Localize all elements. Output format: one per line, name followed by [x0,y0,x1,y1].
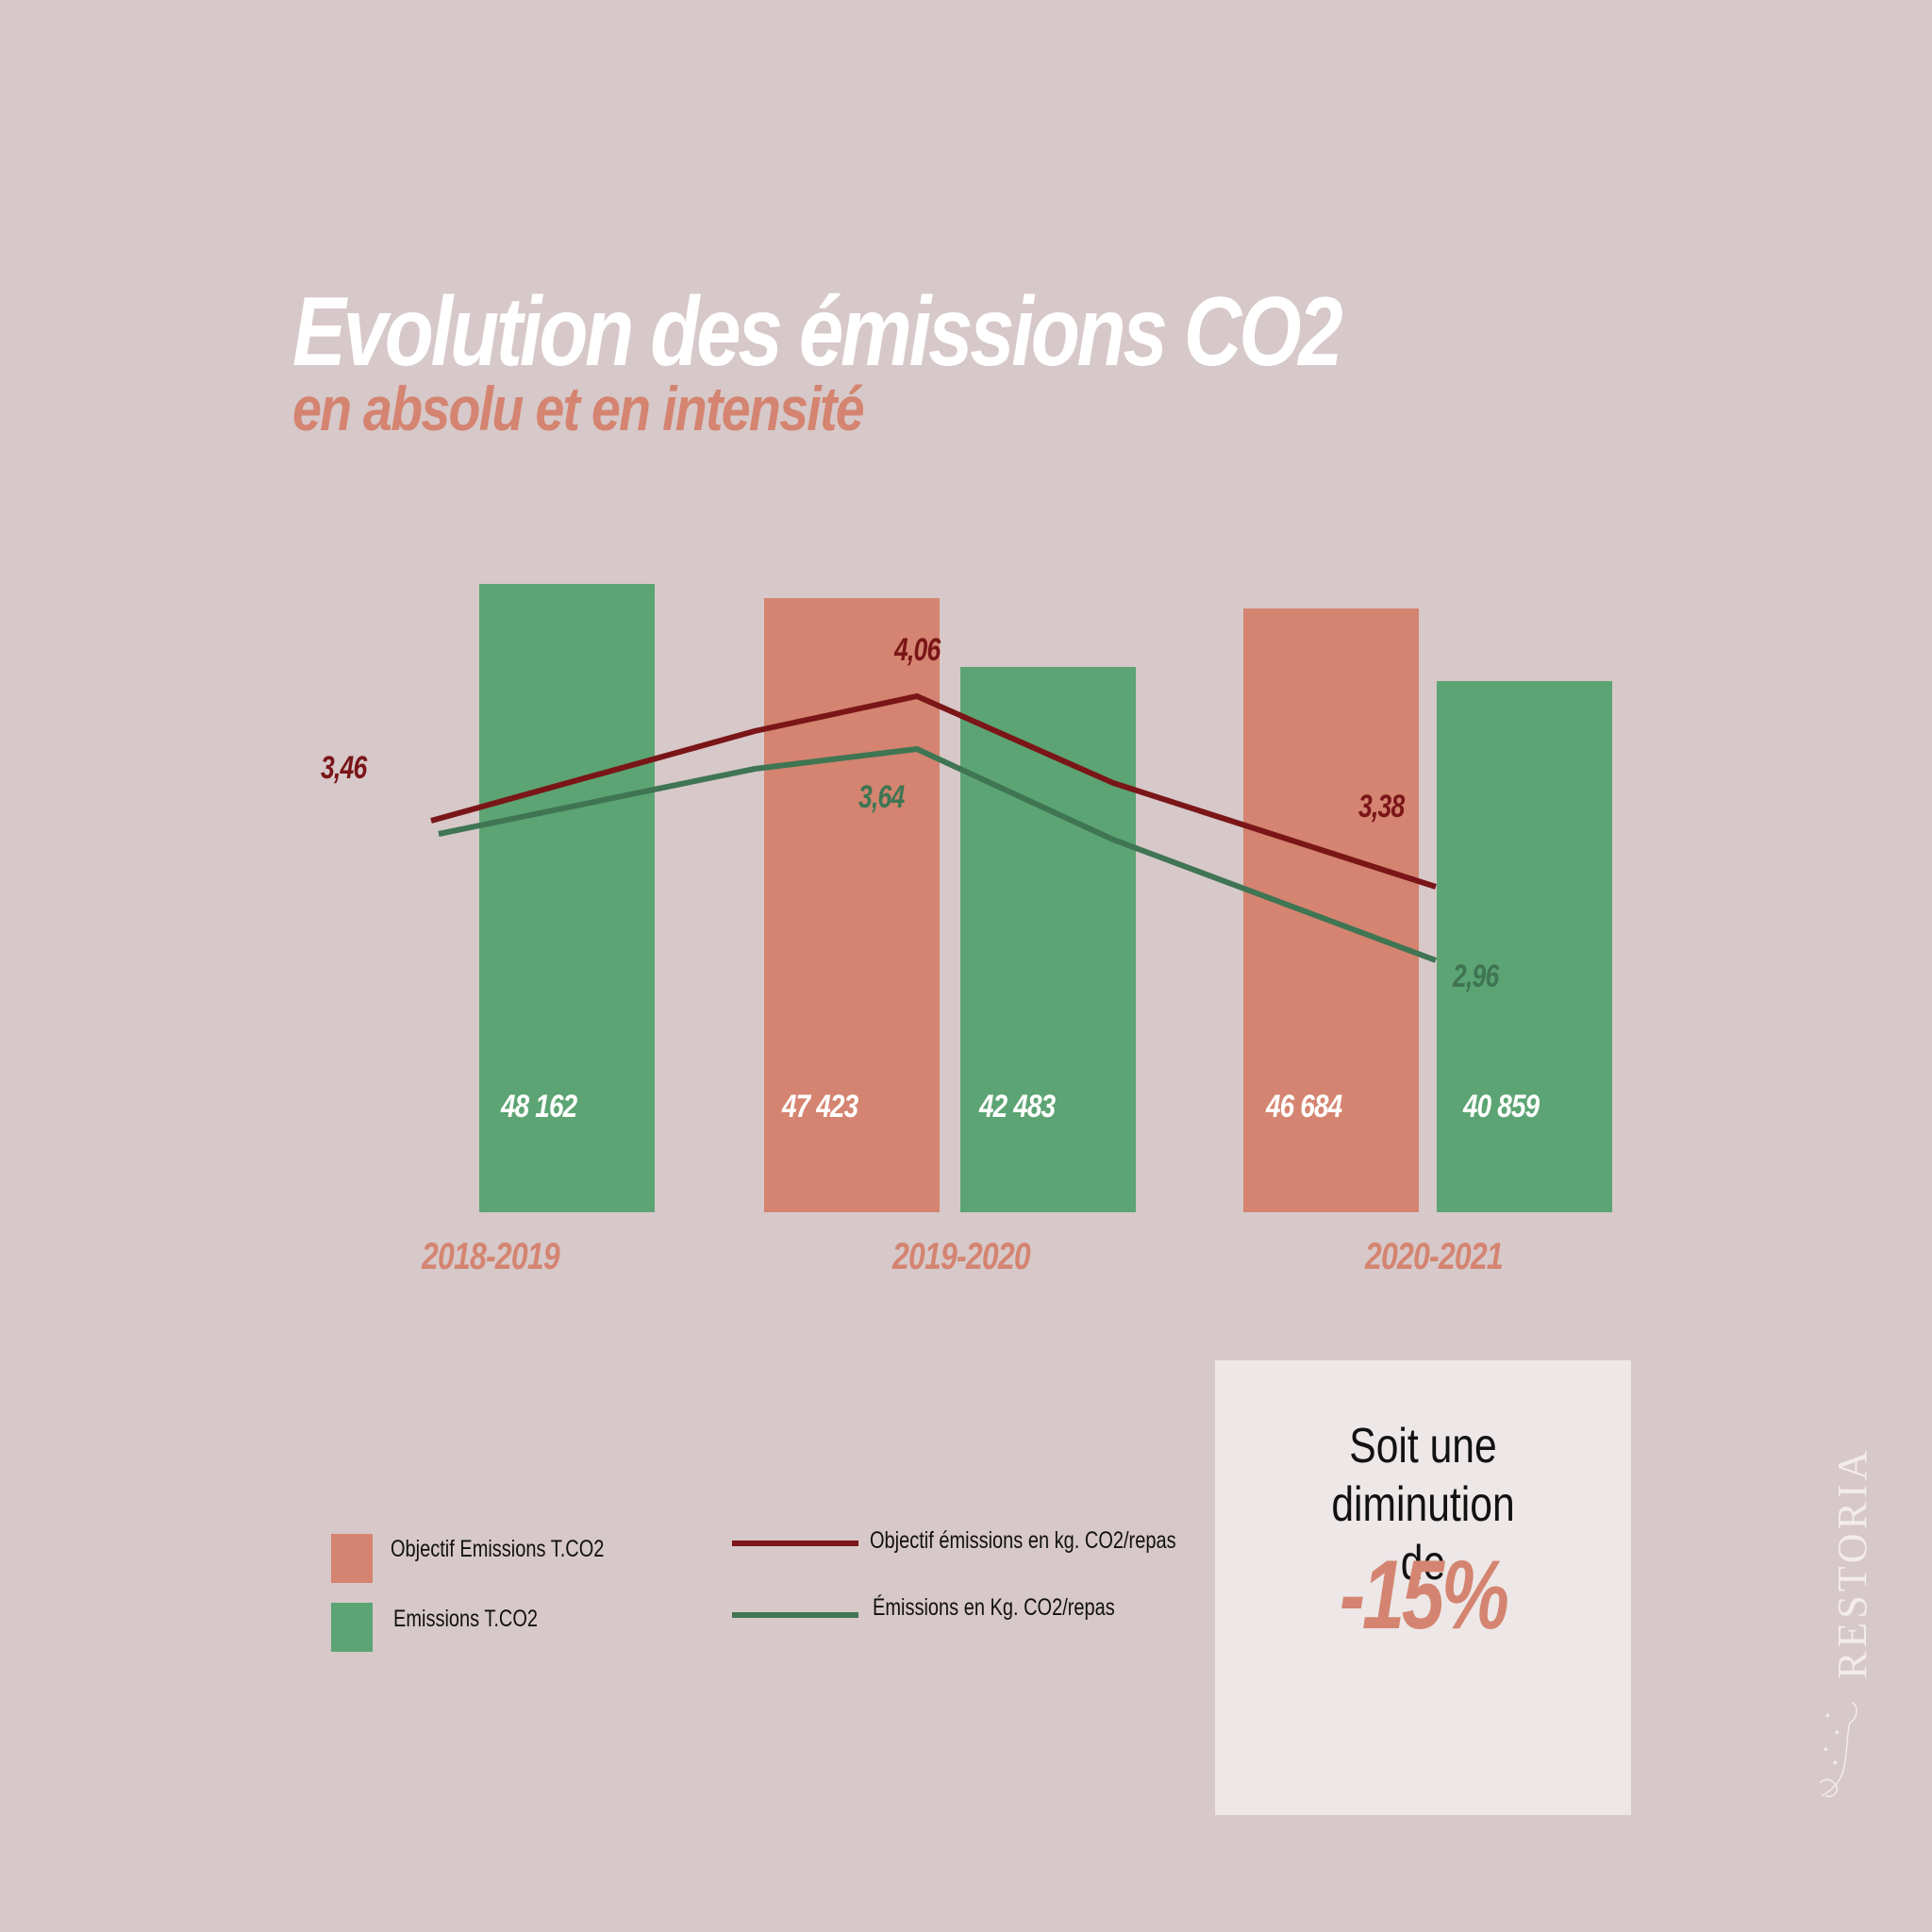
bar-emissions-2020-2021 [1437,681,1612,1212]
svg-text:✦: ✦ [1833,1728,1840,1739]
callout-percentage: -15% [1340,1541,1509,1650]
category-label: 2018-2019 [422,1236,560,1277]
brand-logo-text: RESTORIA [1829,1446,1875,1679]
legend-label: Objectif émissions en kg. CO2/repas [870,1527,1176,1554]
bar-emissions-2018-2019 [479,584,655,1212]
bar-value-label: 48 162 [501,1089,577,1124]
reduction-callout: Soit une diminution de -15% [1215,1360,1631,1815]
page-subtitle: en absolu et en intensité [292,374,865,443]
callout-text: Soit une diminution de [1253,1417,1594,1592]
bar-emissions-2019-2020 [960,667,1136,1212]
legend-line-emissions [732,1612,858,1618]
bar-value-label: 47 423 [782,1089,858,1124]
emissions-line [438,745,1438,963]
callout-line1: Soit une diminution [1331,1419,1515,1532]
bar-objectif-2020-2021 [1243,608,1419,1212]
callout-line2: de [1400,1536,1446,1591]
legend-swatch-objectif-bar [331,1534,373,1583]
legend-swatch-emissions-bar [331,1603,373,1652]
point-label-objectif: 3,46 [321,750,367,786]
svg-text:✦: ✦ [1822,1745,1829,1756]
bar-value-label: 42 483 [979,1089,1056,1124]
legend-label: Émissions en Kg. CO2/repas [873,1594,1115,1621]
legend-label: Objectif Emissions T.CO2 [391,1536,605,1562]
point-label-emissions: 3,64 [858,779,905,815]
svg-text:✦: ✦ [1831,1758,1839,1769]
bar-value-label: 40 859 [1463,1089,1540,1124]
brand-hand-star-icon: ✦ ✦ ✦ ✦ [1819,1702,1857,1798]
legend-line-objectif [732,1541,858,1546]
category-label: 2019-2020 [892,1236,1031,1277]
page-title: Evolution des émissions CO2 [292,277,1343,387]
point-label-objectif: 3,38 [1358,789,1405,824]
point-label-objectif: 4,06 [894,632,941,668]
svg-text:✦: ✦ [1824,1711,1831,1722]
category-label: 2020-2021 [1365,1236,1504,1277]
legend-label: Emissions T.CO2 [393,1606,539,1632]
objectif-line [430,692,1437,890]
bar-value-label: 46 684 [1266,1089,1342,1124]
point-label-emissions: 2,96 [1453,958,1499,994]
